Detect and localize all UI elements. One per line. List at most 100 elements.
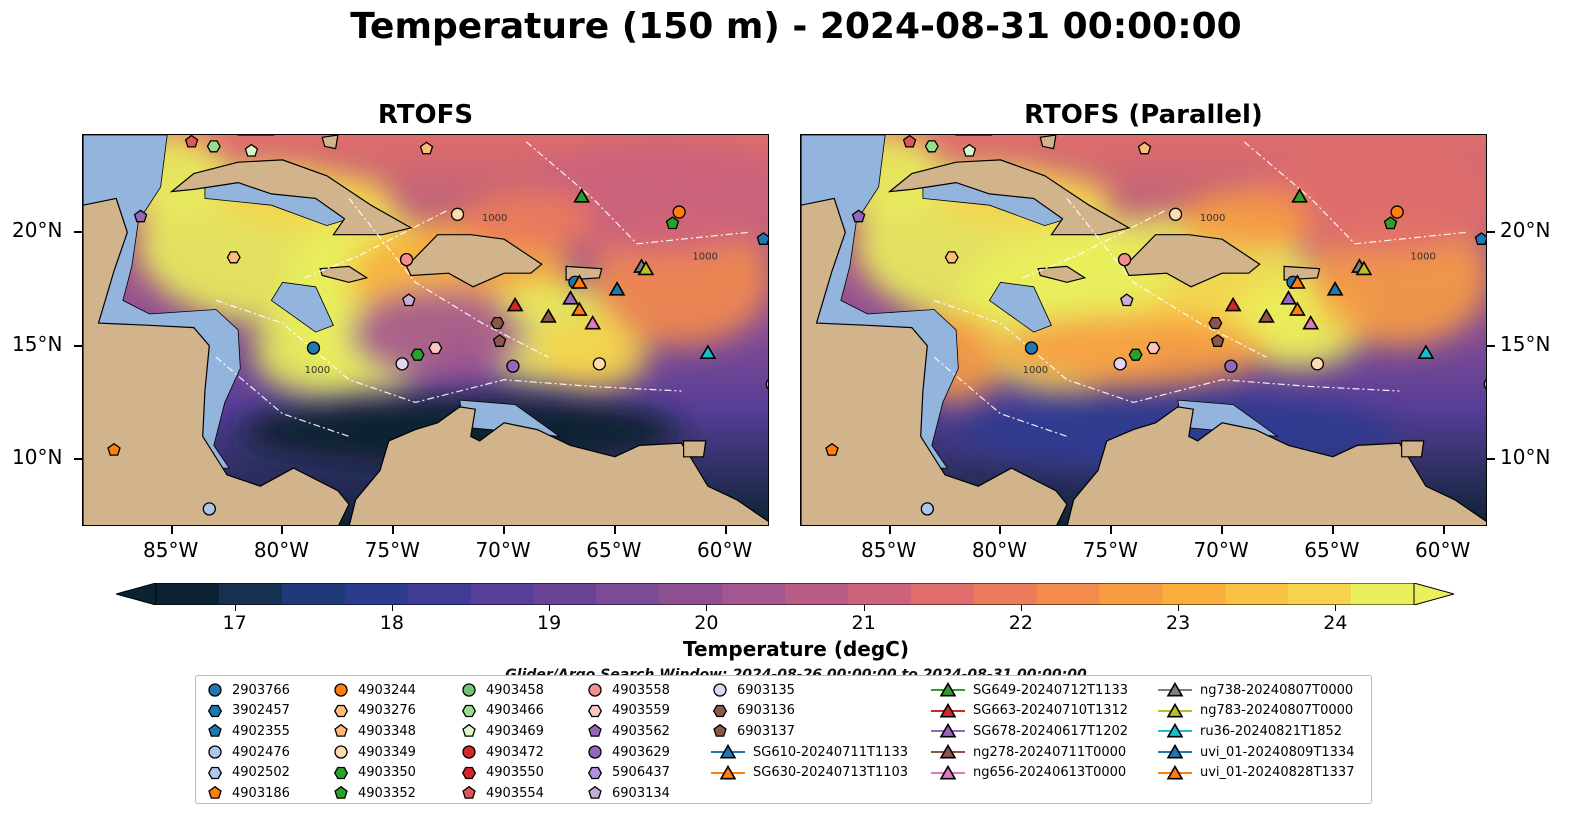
colorbar-bin <box>218 583 283 605</box>
shallow-shelf <box>270 281 334 333</box>
legend-item: 4903554 <box>460 783 544 804</box>
map-marker-circle <box>1483 379 1486 390</box>
legend-label: SG663-20240710T1312 <box>973 703 1129 719</box>
lat-tick-label: 15°N <box>1500 331 1551 356</box>
legend-marker-hexagon <box>712 704 728 718</box>
legend-marker-icon <box>712 704 728 718</box>
depth-contour-label: 1000 <box>692 252 717 263</box>
map-panel-rtofs-parallel[interactable]: 1000 1000 1000 <box>800 134 1487 526</box>
eez-boundary <box>1243 141 1466 245</box>
map-marker-hexagon <box>410 348 425 361</box>
warm-eddy <box>537 320 649 389</box>
legend-label: 4903350 <box>358 765 416 781</box>
legend-marker-pentagon <box>208 724 222 738</box>
legend-item: 4903352 <box>332 783 416 804</box>
map-marker-triangle <box>1280 290 1297 305</box>
land-cuba <box>169 159 413 236</box>
legend-label: 2903766 <box>232 682 290 698</box>
lon-tick <box>281 526 284 534</box>
map-marker-triangle <box>637 260 655 276</box>
legend-label: 4903558 <box>612 682 670 698</box>
legend-label: 6903136 <box>737 703 795 719</box>
legend-marker-icon <box>1158 702 1192 718</box>
legend-item: SG663-20240710T1312 <box>931 701 1128 722</box>
colorbar-tick-label: 17 <box>222 612 247 634</box>
lon-tick <box>1221 526 1224 534</box>
legend-marker-icon <box>1158 723 1192 738</box>
lon-tick-label: 70°W <box>475 538 531 562</box>
legend-label: 4903472 <box>486 744 544 760</box>
lon-tick <box>888 526 891 534</box>
map-marker-hexagon <box>944 251 959 264</box>
legend-marker-icon <box>711 764 745 780</box>
map-panel-rtofs[interactable]: 1000 1000 1000 <box>82 134 769 526</box>
lon-tick-label: 65°W <box>1304 538 1360 562</box>
legend-label: 4903186 <box>232 785 290 801</box>
colorbar-label: Temperature (degC) <box>683 637 909 661</box>
lon-tick <box>170 526 173 534</box>
legend-label: 4903244 <box>358 682 416 698</box>
map-marker-triangle <box>699 344 717 359</box>
map-marker-hexagon <box>428 341 443 355</box>
map-marker-triangle <box>1417 344 1435 359</box>
legend-item: 4902476 <box>206 742 290 763</box>
map-marker-hexagon <box>924 140 939 153</box>
colorbar-bin <box>156 583 220 605</box>
eez-boundary <box>1066 198 1267 358</box>
legend-item: 4903186 <box>206 783 290 804</box>
legend-item: uvi_01-20240828T1337 <box>1158 762 1354 783</box>
colorbar-bin <box>407 583 471 605</box>
legend-marker-triangle <box>939 764 957 780</box>
legend-marker-pentagon <box>334 724 348 738</box>
legend-item: 6903137 <box>711 721 908 742</box>
legend-label: uvi_01-20240828T1337 <box>1200 765 1355 781</box>
lon-tick-label: 85°W <box>143 538 199 562</box>
legend-label: ru36-20240821T1852 <box>1200 723 1343 739</box>
legend-marker-hexagon <box>587 766 603 779</box>
map-marker-circle <box>1117 252 1132 267</box>
legend-column: 2903766 3902457 4902355 4902476 4902502 49031… <box>206 680 290 804</box>
legend-marker-icon <box>462 724 476 738</box>
legend-label: SG610-20240711T1133 <box>753 744 909 760</box>
legend-marker-icon <box>333 766 349 779</box>
map-marker-pentagon <box>492 334 507 347</box>
map-marker-hexagon <box>1208 316 1223 330</box>
lon-tick-label: 60°W <box>697 538 753 562</box>
panel-title-rtofs-parallel: RTOFS (Parallel) <box>1024 100 1263 130</box>
colorbar-bin <box>847 583 912 605</box>
legend-label: 4903352 <box>358 785 416 801</box>
legend-item: 6903136 <box>711 701 908 722</box>
legend-label: ng783-20240807T0000 <box>1200 703 1354 719</box>
legend-marker-icon <box>1158 764 1192 780</box>
legend-column: 4903244 4903276 4903348 4903349 4903350 49033… <box>332 680 416 804</box>
map-marker-circle <box>765 379 768 390</box>
legend-marker-icon <box>588 786 602 800</box>
legend-label: SG649-20240712T1133 <box>973 682 1129 698</box>
legend-marker-circle <box>334 745 348 759</box>
legend-item: SG610-20240711T1133 <box>711 742 908 763</box>
legend-item: 4903562 <box>586 721 670 742</box>
legend-marker-triangle <box>939 702 957 718</box>
legend-label: SG630-20240713T1103 <box>753 765 909 781</box>
legend-label: 5906437 <box>612 765 670 781</box>
lon-tick <box>503 526 506 534</box>
legend-item: 4902502 <box>206 762 290 783</box>
legend-column: 4903558 4903559 4903562 4903629 5906437 69031… <box>586 680 670 804</box>
colorbar-bin <box>344 583 409 605</box>
map-marker-hexagon <box>226 251 241 264</box>
colorbar-tick-label: 19 <box>537 612 562 634</box>
figure-title: Temperature (150 m) - 2024-08-31 00:00:0… <box>350 6 1242 47</box>
land-cuba <box>887 159 1131 236</box>
legend-marker-triangle <box>1166 682 1184 697</box>
legend-marker-icon <box>588 745 602 759</box>
colorbar-bin <box>910 583 975 605</box>
legend-label: 4903276 <box>358 703 416 719</box>
legend-marker-hexagon <box>461 704 477 718</box>
legend-marker-icon <box>334 683 348 697</box>
map-marker-hexagon <box>490 316 505 330</box>
eez-boundary <box>1022 209 1167 279</box>
legend-item: SG678-20240617T1202 <box>931 721 1128 742</box>
legend-marker-icon <box>931 682 965 697</box>
legend-marker-icon <box>334 745 348 759</box>
map-marker-pentagon <box>244 143 259 157</box>
